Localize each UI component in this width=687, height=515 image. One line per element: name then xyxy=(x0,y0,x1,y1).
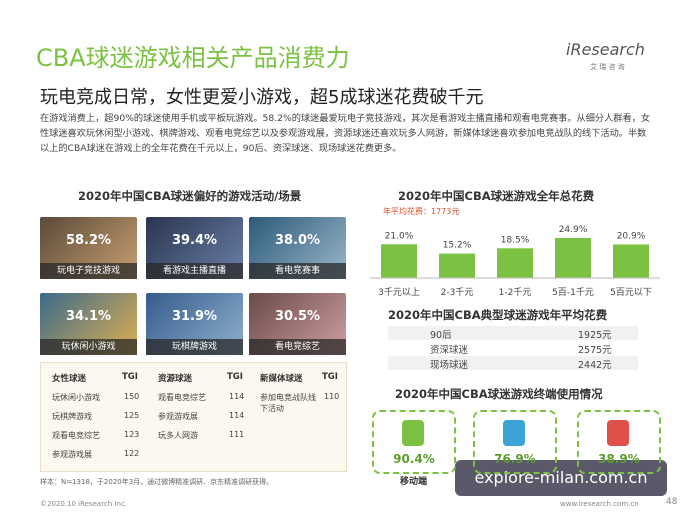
activity-pct: 30.5% xyxy=(274,309,321,324)
device-pct: 90.4% xyxy=(393,452,435,466)
avg-row-bg xyxy=(388,326,638,340)
tgi-group: 资源球迷 xyxy=(158,374,193,384)
tgi-value: 110 xyxy=(324,392,340,401)
avg-row-bg xyxy=(388,341,638,355)
activity-tile: 31.9% 玩棋牌游戏 xyxy=(146,293,243,355)
tgi-item: 玩棋牌游戏 xyxy=(52,412,92,421)
bar xyxy=(613,244,649,278)
devices-title: 2020年中国CBA球迷游戏终端使用情况 xyxy=(395,387,603,401)
tgi-value: 122 xyxy=(124,449,140,458)
tgi-item: 参观游戏展 xyxy=(52,450,92,459)
tgi-value: 150 xyxy=(124,392,140,401)
device-box: 38.9% xyxy=(577,410,661,474)
annotation: 年平均花费：1773元 xyxy=(383,207,460,216)
page-number: 48 xyxy=(666,497,678,507)
device-label: 移动端 xyxy=(400,477,428,487)
value-label: 21.0% xyxy=(385,231,414,241)
activity-tile: 30.5% 看电竞综艺 xyxy=(249,293,346,355)
tgi-item: 玩多人网游 xyxy=(158,431,198,440)
avg-value: 2442元 xyxy=(578,360,612,371)
value-label: 15.2% xyxy=(443,241,472,251)
tgi-value: 123 xyxy=(124,430,140,439)
tgi-group: 女性球迷 xyxy=(52,374,87,384)
avg-title: 2020年中国CBA典型球迷游戏年平均花费 xyxy=(388,308,608,322)
activity-label: 玩棋牌游戏 xyxy=(146,339,243,355)
activity-pct: 31.9% xyxy=(171,309,218,324)
tgi-item: 观看电竞综艺 xyxy=(52,431,100,440)
x-tick-label: 1-2千元 xyxy=(499,287,532,298)
tgi-item: 观看电竞综艺 xyxy=(158,393,206,402)
tgi-box xyxy=(40,362,347,472)
avg-value: 2575元 xyxy=(578,345,612,356)
activity-tile: 34.1% 玩休闲小游戏 xyxy=(40,293,137,355)
tgi-value: 125 xyxy=(124,411,140,420)
subtitle: 玩电竞成日常，女性更爱小游戏，超5成球迷花费破千元 xyxy=(40,87,484,108)
activity-tile: 38.0% 看电竞赛事 xyxy=(249,217,346,279)
activity-tile: 39.4% 看游戏主播直播 xyxy=(146,217,243,279)
activity-pct: 58.2% xyxy=(65,233,112,248)
note: 样本：N=1318，于2020年3月，通过微博精准调研、京东精准调研获得。 xyxy=(40,478,274,486)
value-label: 18.5% xyxy=(501,235,530,245)
avg-row-bg xyxy=(388,356,638,370)
section-title: 2020年中国CBA球迷偏好的游戏活动/场景 xyxy=(78,189,302,203)
bar xyxy=(439,253,475,278)
x-tick-label: 3千元以上 xyxy=(378,287,420,298)
x-tick-label: 5百元以下 xyxy=(610,287,652,298)
tgi-item: 玩休闲小游戏 xyxy=(52,393,100,402)
logo-cn: 艾 瑞 咨 询 xyxy=(590,63,625,71)
tgi-col: TGI xyxy=(122,372,138,382)
activity-tile: 58.2% 玩电子竞技游戏 xyxy=(40,217,137,279)
title: CBA球迷游戏相关产品消费力 xyxy=(36,44,350,72)
activity-label: 看电竞赛事 xyxy=(249,263,346,279)
tgi-value: 114 xyxy=(229,392,245,401)
device-box: 76.9% xyxy=(473,410,557,474)
activity-label: 玩休闲小游戏 xyxy=(40,339,137,355)
value-label: 20.9% xyxy=(617,231,646,241)
tgi-item: 参观游戏展 xyxy=(158,412,198,421)
paragraph: 在游戏消费上，超90%的球迷使用手机或平板玩游戏。58.2%的球迷最爱玩电子竞技… xyxy=(40,113,651,154)
copyright: ©2020.10 iResearch Inc. xyxy=(40,500,128,508)
tgi-item: 参加电竞战队线下活动 xyxy=(260,393,316,413)
tgi-value: 114 xyxy=(229,411,245,420)
device-pct: 76.9% xyxy=(494,452,536,466)
activity-pct: 34.1% xyxy=(65,309,112,324)
device-icon xyxy=(607,420,629,446)
tgi-value: 111 xyxy=(229,430,245,439)
avg-name: 现场球迷 xyxy=(430,360,469,371)
activity-label: 看游戏主播直播 xyxy=(146,263,243,279)
x-tick-label: 2-3千元 xyxy=(441,287,474,298)
bar xyxy=(381,244,417,278)
bar-chart: 21.0% 3千元以上 15.2% 2-3千元 18.5% 1-2千元 24.9% 5百-1千… xyxy=(370,225,660,298)
logo: iResearch xyxy=(566,40,645,59)
activity-pct: 39.4% xyxy=(171,233,218,248)
device-box: 90.4% xyxy=(372,410,456,474)
activity-label: 看电竞综艺 xyxy=(249,339,346,355)
tgi-col: TGI xyxy=(322,372,338,382)
device-pct: 38.9% xyxy=(598,452,640,466)
activity-label: 玩电子竞技游戏 xyxy=(40,263,137,279)
device-icon xyxy=(503,420,525,446)
avg-name: 资深球迷 xyxy=(430,345,469,356)
avg-name: 90后 xyxy=(430,330,452,341)
avg-value: 1925元 xyxy=(578,330,612,341)
tgi-group: 新媒体球迷 xyxy=(260,374,303,384)
tgi-col: TGI xyxy=(227,372,243,382)
device-icon xyxy=(402,420,424,446)
x-tick-label: 5百-1千元 xyxy=(552,287,594,298)
activity-pct: 38.0% xyxy=(274,233,321,248)
chart-title: 2020年中国CBA球迷游戏全年总花费 xyxy=(398,189,595,203)
url: www.iresearch.com.cn xyxy=(560,500,639,508)
value-label: 24.9% xyxy=(559,225,588,235)
bar xyxy=(497,248,533,278)
bar xyxy=(555,238,591,278)
